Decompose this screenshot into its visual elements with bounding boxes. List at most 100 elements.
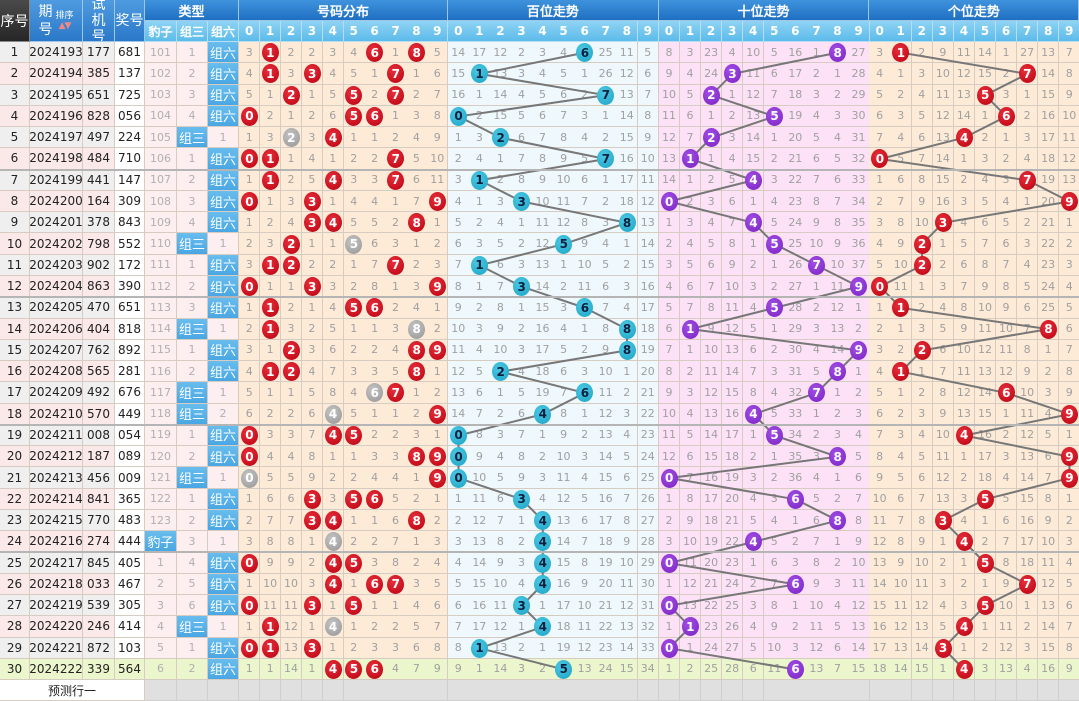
- dist-miss-cell: 5: [427, 42, 449, 64]
- forecast-cell[interactable]: [953, 680, 976, 701]
- hundreds-miss-cell: 1: [469, 275, 491, 298]
- forecast-cell[interactable]: [995, 680, 1018, 701]
- type-miss-count: 102: [145, 63, 177, 85]
- tens-miss-cell: 10: [658, 84, 681, 106]
- dist-miss-cell: 2: [385, 616, 407, 638]
- tens-miss-cell: 14: [827, 339, 849, 362]
- forecast-cell[interactable]: [343, 680, 365, 701]
- units-miss-cell: 9: [1058, 382, 1079, 404]
- forecast-cell[interactable]: [679, 680, 702, 701]
- units-ball: 5: [976, 553, 994, 573]
- units-miss-cell: 9: [890, 233, 912, 255]
- forecast-cell[interactable]: [259, 680, 282, 701]
- forecast-cell[interactable]: [406, 680, 428, 701]
- dist-hit-ball: 1: [261, 255, 279, 275]
- units-miss-cell: 1: [911, 275, 934, 298]
- tens-miss-cell: 19: [785, 105, 807, 128]
- forecast-cell[interactable]: [827, 680, 849, 701]
- forecast-cell[interactable]: [848, 680, 870, 701]
- dist-hit-ball: 8: [408, 340, 426, 360]
- tens-ball: 0: [660, 638, 678, 658]
- type-label: 组六: [208, 105, 239, 128]
- units-miss-cell: 3: [890, 105, 912, 128]
- row-period: 2024197: [30, 127, 83, 149]
- sort-arrows-icon[interactable]: ▲▼: [58, 20, 72, 31]
- hundreds-miss-cell: 2: [511, 233, 533, 255]
- hundreds-miss-cell: 6: [616, 467, 639, 489]
- dist-hit-ball: 8: [408, 447, 426, 467]
- dist-miss-cell: 2: [322, 254, 344, 276]
- units-miss-cell: 2: [995, 63, 1018, 85]
- forecast-cell[interactable]: [322, 680, 344, 701]
- forecast-cell[interactable]: [637, 680, 660, 701]
- dist-miss-cell: 10: [259, 573, 282, 596]
- header-dist-digit-0: 0: [239, 21, 261, 42]
- sort-label[interactable]: 排序: [55, 10, 74, 21]
- forecast-cell[interactable]: [785, 680, 807, 701]
- forecast-cell[interactable]: [764, 680, 786, 701]
- header-hundreds: 百位走势: [448, 0, 659, 21]
- header-type-0: 豹子: [145, 21, 177, 42]
- forecast-cell[interactable]: [301, 680, 324, 701]
- forecast-cell[interactable]: [427, 680, 449, 701]
- hundreds-miss-cell: 2: [574, 424, 596, 447]
- forecast-cell[interactable]: [869, 680, 891, 701]
- units-miss-cell: 18: [869, 658, 891, 681]
- hundreds-miss-cell: 14: [595, 446, 617, 468]
- tens-miss-cell: 27: [848, 42, 870, 64]
- forecast-cell[interactable]: [1037, 680, 1060, 701]
- tens-miss-cell: 2: [827, 552, 849, 574]
- forecast-cell[interactable]: [553, 680, 575, 701]
- forecast-cell[interactable]: [574, 680, 596, 701]
- units-miss-cell: 4: [869, 361, 891, 383]
- forecast-cell[interactable]: [385, 680, 407, 701]
- forecast-cell[interactable]: [616, 680, 639, 701]
- row-period: 2024199: [30, 169, 83, 191]
- dist-miss-cell: 2: [301, 318, 324, 340]
- forecast-cell[interactable]: [890, 680, 912, 701]
- forecast-cell[interactable]: [974, 680, 997, 701]
- forecast-cell[interactable]: [511, 680, 533, 701]
- forecast-cell[interactable]: [364, 680, 386, 701]
- hundreds-miss-cell: 12: [616, 595, 639, 617]
- forecast-cell[interactable]: [280, 680, 303, 701]
- forecast-cell[interactable]: [177, 680, 208, 701]
- type-miss-count: 119: [145, 424, 177, 447]
- forecast-cell[interactable]: [532, 680, 554, 701]
- header-period-sort[interactable]: 期号排序 ▲▼: [30, 0, 83, 42]
- forecast-cell[interactable]: [208, 680, 239, 701]
- forecast-cell[interactable]: [145, 680, 177, 701]
- tens-miss-cell: 20: [721, 488, 744, 510]
- dist-hit-ball: 3: [303, 596, 321, 616]
- forecast-cell[interactable]: [932, 680, 955, 701]
- hundreds-miss-cell: 17: [553, 595, 575, 617]
- forecast-cell[interactable]: [595, 680, 617, 701]
- forecast-cell[interactable]: [658, 680, 681, 701]
- forecast-cell[interactable]: [700, 680, 723, 701]
- dist-hit-ball: 9: [429, 447, 447, 467]
- header-units-digit-6: 6: [995, 21, 1018, 42]
- hundreds-miss-cell: 4: [448, 552, 470, 574]
- forecast-cell[interactable]: [448, 680, 470, 701]
- hundreds-miss-cell: 24: [595, 658, 617, 681]
- tens-miss-cell: 4: [806, 467, 828, 489]
- units-miss-cell: 1: [1058, 488, 1079, 510]
- forecast-cell[interactable]: [469, 680, 491, 701]
- hundreds-miss-cell: 18: [637, 318, 660, 340]
- forecast-cell[interactable]: [742, 680, 765, 701]
- units-miss-cell: 14: [1037, 63, 1060, 85]
- dist-miss-cell: 4: [343, 42, 365, 64]
- units-miss-cell: 7: [869, 127, 891, 149]
- forecast-cell[interactable]: [911, 680, 934, 701]
- hundreds-miss-cell: 9: [553, 424, 575, 447]
- dist-miss-cell: 1: [301, 84, 324, 106]
- forecast-cell[interactable]: [1016, 680, 1039, 701]
- tens-miss-cell: 7: [827, 190, 849, 213]
- forecast-cell[interactable]: [806, 680, 828, 701]
- forecast-cell[interactable]: [1058, 680, 1079, 701]
- forecast-cell[interactable]: [239, 680, 261, 701]
- hundreds-miss-cell: 12: [448, 361, 470, 383]
- forecast-cell[interactable]: [490, 680, 512, 701]
- forecast-cell[interactable]: [721, 680, 744, 701]
- dist-miss-cell: 2: [406, 552, 428, 574]
